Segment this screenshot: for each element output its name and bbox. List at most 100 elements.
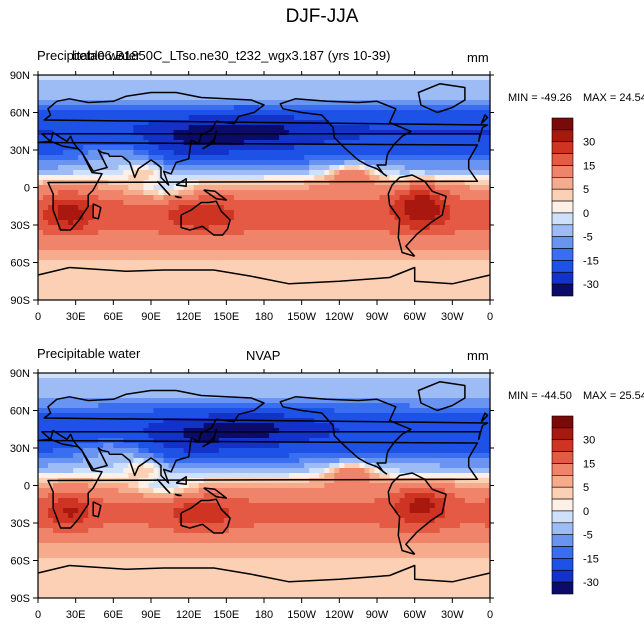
grid-cell (73, 165, 79, 171)
grid-cell (108, 250, 114, 256)
grid-cell (233, 150, 240, 156)
grid-cell (329, 90, 335, 96)
grid-cell (248, 190, 255, 196)
grid-cell (279, 75, 285, 81)
grid-cell (469, 260, 476, 266)
grid-cell (103, 155, 109, 161)
grid-cell (98, 388, 104, 394)
grid-cell (269, 215, 275, 221)
grid-cell (118, 290, 124, 296)
grid-cell (108, 115, 114, 121)
grid-cell (203, 205, 210, 211)
grid-cell (264, 100, 270, 106)
grid-cell (354, 85, 361, 91)
grid-cell (449, 165, 456, 171)
grid-cell (459, 250, 466, 256)
grid-cell (284, 398, 290, 404)
grid-cell (253, 240, 260, 246)
grid-cell (479, 215, 486, 221)
grid-cell (414, 200, 421, 206)
grid-cell (203, 170, 210, 176)
grid-cell (384, 403, 391, 409)
grid-cell (38, 210, 44, 216)
grid-cell (138, 90, 145, 96)
grid-cell (98, 408, 104, 414)
grid-cell (158, 373, 165, 379)
grid-cell (218, 130, 225, 136)
grid-cell (163, 130, 170, 136)
grid-cell (309, 200, 315, 206)
grid-cell (198, 398, 205, 404)
grid-cell (38, 240, 44, 246)
grid-cell (359, 95, 366, 101)
grid-cell (379, 110, 386, 116)
grid-cell (404, 275, 411, 281)
grid-cell (233, 393, 240, 399)
grid-cell (188, 90, 195, 96)
grid-cell (228, 225, 235, 231)
grid-cell (113, 110, 119, 116)
grid-cell (279, 373, 285, 379)
grid-cell (469, 235, 476, 241)
grid-cell (243, 110, 250, 116)
grid-cell (454, 200, 461, 206)
grid-cell (78, 75, 84, 81)
grid-cell (469, 160, 476, 166)
grid-cell (63, 195, 69, 201)
grid-cell (73, 285, 79, 291)
grid-cell (449, 150, 456, 156)
grid-cell (63, 105, 69, 111)
grid-cell (108, 150, 114, 156)
grid-cell (459, 205, 466, 211)
grid-cell (264, 408, 270, 414)
grid-cell (349, 290, 355, 296)
grid-cell (138, 388, 145, 394)
grid-cell (324, 398, 330, 404)
grid-cell (218, 245, 225, 251)
grid-cell (314, 155, 320, 161)
grid-cell (223, 130, 230, 136)
grid-cell (213, 155, 220, 161)
grid-cell (484, 408, 491, 414)
grid-cell (148, 270, 155, 276)
grid-cell (464, 155, 471, 161)
grid-cell (253, 260, 260, 266)
grid-cell (113, 373, 119, 379)
grid-cell (113, 398, 119, 404)
grid-cell (409, 373, 416, 379)
grid-cell (53, 230, 59, 236)
grid-cell (354, 185, 361, 191)
grid-cell (148, 115, 155, 121)
grid-cell (88, 408, 94, 414)
grid-cell (133, 260, 140, 266)
grid-cell (459, 255, 466, 261)
grid-cell (98, 240, 104, 246)
grid-cell (83, 378, 89, 384)
grid-cell (309, 408, 315, 414)
grid-cell (188, 235, 195, 241)
grid-cell (279, 145, 285, 151)
grid-cell (248, 285, 255, 291)
grid-cell (83, 110, 89, 116)
grid-cell (369, 230, 376, 236)
grid-cell (88, 265, 94, 271)
grid-cell (344, 190, 350, 196)
grid-cell (444, 85, 451, 91)
grid-cell (98, 125, 104, 131)
grid-cell (394, 275, 401, 281)
grid-cell (68, 210, 74, 216)
grid-cell (128, 245, 135, 251)
grid-cell (198, 373, 205, 379)
grid-cell (68, 90, 74, 96)
grid-cell (409, 90, 416, 96)
grid-cell (274, 398, 280, 404)
grid-cell (379, 383, 386, 389)
grid-cell (258, 245, 265, 251)
grid-cell (394, 165, 401, 171)
grid-cell (374, 90, 381, 96)
grid-cell (409, 383, 416, 389)
grid-cell (374, 100, 381, 106)
grid-cell (243, 270, 250, 276)
grid-cell (284, 383, 290, 389)
